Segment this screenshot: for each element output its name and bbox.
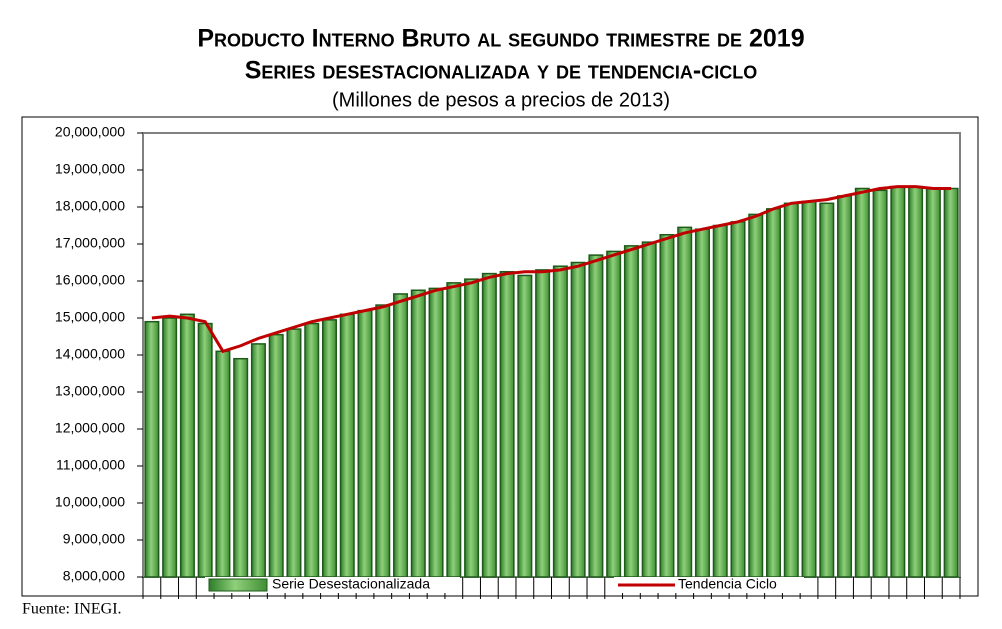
bar bbox=[162, 317, 178, 578]
y-tick-label: 18,000,000 bbox=[55, 198, 125, 214]
bar bbox=[925, 187, 941, 578]
bar bbox=[606, 250, 622, 578]
legend-background bbox=[205, 577, 460, 593]
y-tick-label: 13,000,000 bbox=[55, 383, 125, 399]
bar bbox=[801, 200, 817, 578]
bar bbox=[233, 357, 249, 578]
bar bbox=[588, 254, 604, 578]
y-tick-label: 11,000,000 bbox=[56, 457, 125, 473]
legend-background bbox=[614, 577, 804, 593]
bar bbox=[748, 213, 764, 578]
frame bbox=[21, 116, 979, 597]
chart-title: Producto Interno Bruto al segundo trimes… bbox=[197, 25, 804, 53]
y-tick-label: 15,000,000 bbox=[55, 309, 125, 325]
bar bbox=[552, 265, 568, 578]
bar bbox=[499, 271, 515, 578]
bar bbox=[943, 187, 959, 578]
bar bbox=[268, 333, 284, 578]
units: (Millones de pesos a precios de 2013) bbox=[332, 89, 670, 111]
bar bbox=[712, 224, 728, 578]
bar bbox=[286, 328, 302, 578]
y-tick-label: 17,000,000 bbox=[55, 235, 125, 251]
y-tick-label: 9,000,000 bbox=[63, 531, 125, 547]
bar bbox=[357, 309, 373, 578]
bar bbox=[730, 221, 746, 578]
bar bbox=[410, 289, 426, 578]
bar bbox=[464, 278, 480, 578]
bar bbox=[339, 313, 355, 578]
bar bbox=[375, 304, 391, 578]
bar bbox=[144, 320, 160, 578]
bar bbox=[250, 343, 266, 578]
y-tick-label: 20,000,000 bbox=[55, 124, 125, 140]
chart-subtitle: Series desestacionalizada y de tendencia… bbox=[245, 57, 757, 85]
bar bbox=[321, 319, 337, 578]
bar bbox=[535, 269, 551, 578]
y-tick-label: 8,000,000 bbox=[63, 568, 125, 584]
bar bbox=[854, 187, 870, 578]
bar bbox=[197, 322, 213, 578]
bar bbox=[304, 322, 320, 578]
trend-line bbox=[151, 185, 952, 354]
y-tick-label: 16,000,000 bbox=[55, 272, 125, 288]
bar bbox=[766, 208, 782, 578]
bar bbox=[659, 234, 675, 578]
bar bbox=[819, 202, 835, 578]
bar bbox=[890, 185, 906, 578]
legend-label: Serie Desestacionalizada bbox=[272, 576, 430, 592]
bar bbox=[570, 261, 586, 578]
bar bbox=[677, 226, 693, 578]
y-tick-label: 14,000,000 bbox=[55, 346, 125, 362]
bar bbox=[517, 274, 533, 578]
bar bbox=[641, 241, 657, 578]
legend-label: Tendencia Ciclo bbox=[678, 576, 777, 592]
y-tick-label: 19,000,000 bbox=[55, 161, 125, 177]
source: Fuente: INEGI. bbox=[22, 601, 122, 618]
bar bbox=[393, 293, 409, 578]
bar bbox=[837, 195, 853, 578]
bar bbox=[179, 313, 195, 578]
y-tick-label: 12,000,000 bbox=[55, 420, 125, 436]
bar bbox=[783, 202, 799, 578]
y-tick-label: 10,000,000 bbox=[55, 494, 125, 510]
bar bbox=[446, 282, 462, 578]
legend-swatch bbox=[208, 578, 268, 592]
bar bbox=[694, 228, 710, 578]
bar bbox=[908, 185, 924, 578]
bar bbox=[872, 189, 888, 578]
bar bbox=[428, 287, 444, 578]
bar bbox=[215, 350, 231, 578]
bar bbox=[623, 245, 639, 578]
bar bbox=[481, 272, 497, 578]
